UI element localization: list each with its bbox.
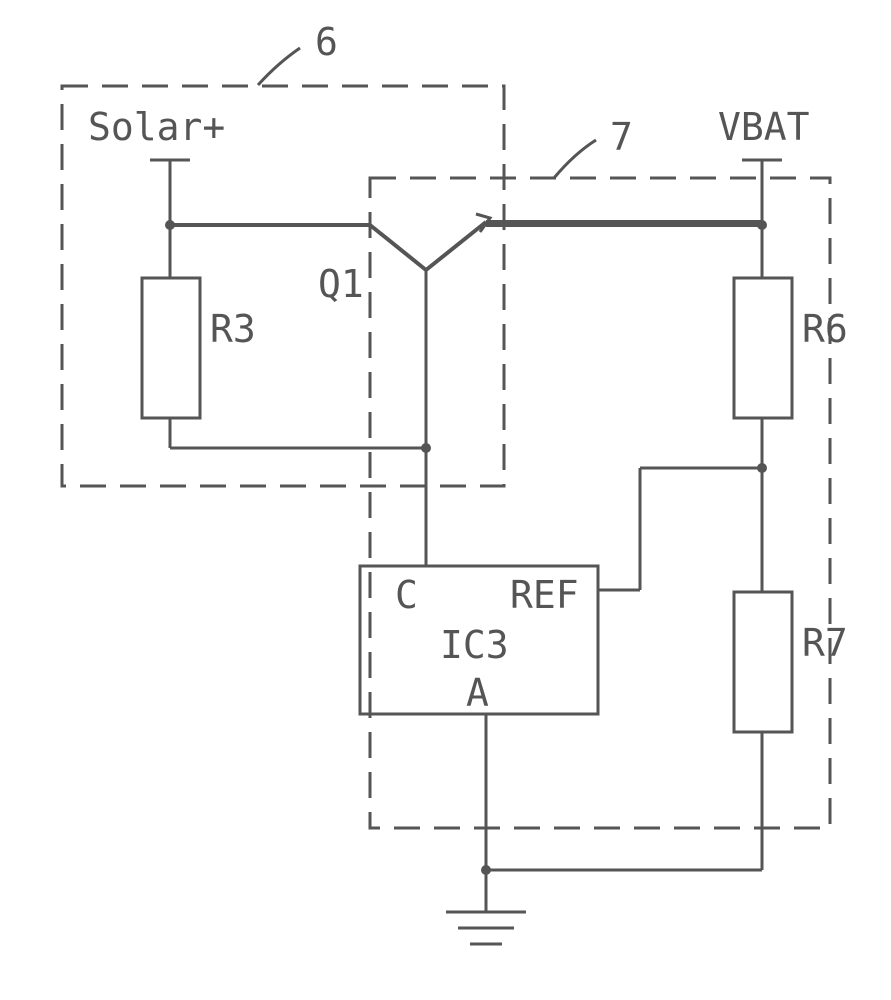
block-6-label: 6 xyxy=(315,20,338,64)
block-7-label: 7 xyxy=(610,115,633,159)
solar-label: Solar+ xyxy=(88,105,225,149)
r6-box xyxy=(734,278,792,418)
ic3-a-pin: A xyxy=(466,671,489,715)
q1-collector xyxy=(370,225,426,270)
block-6-leader xyxy=(258,48,300,85)
q1-emitter xyxy=(426,222,486,270)
block-7-leader xyxy=(554,140,596,178)
r7-label: R7 xyxy=(802,621,848,665)
q1-label: Q1 xyxy=(318,262,364,306)
ic3-ref-pin: REF xyxy=(510,573,579,617)
r6-label: R6 xyxy=(802,307,848,351)
vbat-label: VBAT xyxy=(718,105,810,149)
circuit-diagram: 6 7 Solar+ VBAT Q1 R3 R6 xyxy=(0,0,891,1000)
r3-box xyxy=(142,278,200,418)
ic3-label: IC3 xyxy=(440,623,509,667)
ic3-c-pin: C xyxy=(395,573,418,617)
r7-box xyxy=(734,592,792,732)
r3-label: R3 xyxy=(210,307,256,351)
